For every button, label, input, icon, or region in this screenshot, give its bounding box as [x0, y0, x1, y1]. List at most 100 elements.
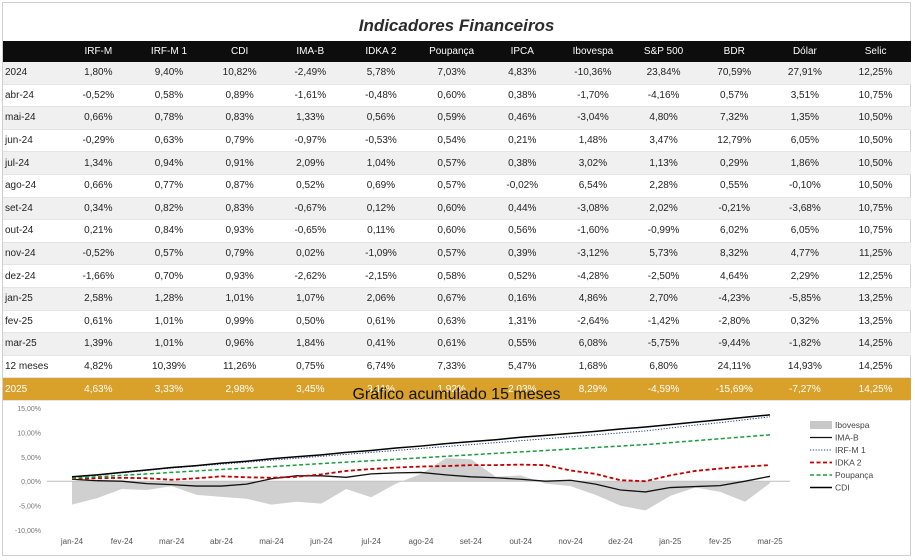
legend-swatch — [810, 421, 832, 429]
table-cell: 1,84% — [274, 332, 346, 356]
column-header: IDKA 2 — [345, 41, 417, 62]
indicators-table: IRF-M IRF-M 1 CDI IMA-B IDKA 2 Poupança IPCA Ib… — [3, 41, 911, 401]
table-row: 2024 1,80% 9,40% 10,82% -2,49% 5,78% 7,03% 4,83… — [3, 62, 911, 85]
table-cell: 0,60% — [416, 219, 487, 243]
table-cell: 10,39% — [133, 355, 205, 379]
table-cell: 0,56% — [486, 219, 558, 243]
table-cell: 0,83% — [204, 197, 275, 221]
table-cell: 4,63% — [63, 377, 134, 401]
table-cell: 3,02% — [557, 151, 629, 175]
table-cell: 0,70% — [133, 264, 205, 288]
table-cell: -7,27% — [769, 377, 841, 401]
table-row: ago-24 0,66% 0,77% 0,87% 0,52% 0,69% 0,57% -0,0… — [3, 174, 911, 198]
row-label: 2024 — [3, 62, 63, 85]
column-header: IMA-B — [274, 41, 346, 62]
x-tick-label: jan-25 — [658, 537, 682, 546]
table-cell: 1,28% — [133, 287, 205, 311]
table-cell: 11,26% — [204, 355, 275, 379]
x-tick-label: jun-24 — [309, 537, 333, 546]
table-cell: 0,11% — [345, 219, 417, 243]
table-cell: -9,44% — [698, 332, 770, 356]
table-row: mai-24 0,66% 0,78% 0,83% 1,33% 0,56% 0,59% 0,46… — [3, 106, 911, 130]
table-cell: -2,62% — [274, 264, 346, 288]
table-cell: 0,58% — [133, 84, 205, 108]
x-tick-label: ago-24 — [409, 537, 434, 546]
x-tick-label: fev-25 — [709, 537, 732, 546]
legend-label: IMA-B — [835, 433, 859, 443]
table-cell: -4,23% — [698, 287, 770, 311]
x-tick-label: fev-24 — [111, 537, 134, 546]
row-label: mai-24 — [3, 106, 63, 130]
table-cell: 6,05% — [769, 129, 841, 153]
column-header: Selic — [840, 41, 911, 62]
table-cell: -1,42% — [628, 310, 699, 334]
table-cell: -0,10% — [769, 174, 841, 198]
table-cell: 0,59% — [416, 106, 487, 130]
table-cell: -3,04% — [557, 106, 629, 130]
table-cell: 2,29% — [769, 264, 841, 288]
table-row: 12 meses 4,82% 10,39% 11,26% 0,75% 6,74% 7,33%… — [3, 355, 911, 379]
table-cell: -2,49% — [274, 62, 346, 85]
column-header: IPCA — [486, 41, 558, 62]
table-row: out-24 0,21% 0,84% 0,93% -0,65% 0,11% 0,60% 0,5… — [3, 219, 911, 243]
table-cell: 1,33% — [274, 106, 346, 130]
x-tick-label: set-24 — [460, 537, 483, 546]
table-cell: 0,67% — [416, 287, 487, 311]
table-cell: -3,08% — [557, 197, 629, 221]
table-cell: -0,02% — [486, 174, 558, 198]
table-cell: 0,75% — [274, 355, 346, 379]
table-cell: 1,48% — [557, 129, 629, 153]
row-label: fev-25 — [3, 310, 63, 334]
table-cell: 0,63% — [416, 310, 487, 334]
table-cell: 10,82% — [204, 62, 275, 85]
table-cell: -1,60% — [557, 219, 629, 243]
column-header: BDR — [698, 41, 770, 62]
table-cell: 3,47% — [628, 129, 699, 153]
table-cell: 8,29% — [557, 377, 629, 401]
table-cell: 0,38% — [486, 151, 558, 175]
table-cell: 0,44% — [486, 197, 558, 221]
y-tick-label: 10,00% — [17, 430, 41, 437]
table-cell: 2,06% — [345, 287, 417, 311]
x-tick-label: jul-24 — [360, 537, 381, 546]
table-cell: 0,78% — [133, 106, 205, 130]
table-cell: 0,46% — [486, 106, 558, 130]
table-cell: 0,66% — [63, 106, 134, 130]
table-cell: 0,99% — [204, 310, 275, 334]
x-tick-label: mai-24 — [259, 537, 284, 546]
column-header: IRF-M — [63, 41, 134, 62]
table-cell: 1,86% — [769, 151, 841, 175]
table-cell: 27,91% — [769, 62, 841, 85]
table-cell: 0,77% — [133, 174, 205, 198]
table-cell: 6,08% — [557, 332, 629, 356]
table-cell: 10,75% — [840, 197, 911, 221]
table-row: jan-25 2,58% 1,28% 1,01% 1,07% 2,06% 0,67% 0,16… — [3, 287, 911, 311]
column-header: IRF-M 1 — [133, 41, 205, 62]
column-header — [3, 41, 63, 62]
table-cell: 2,28% — [628, 174, 699, 198]
table-cell: 14,25% — [840, 355, 911, 379]
table-cell: 6,74% — [345, 355, 417, 379]
y-tick-label: -10,00% — [15, 528, 41, 535]
table-cell: 1,39% — [63, 332, 134, 356]
table-cell: 12,79% — [698, 129, 770, 153]
table-cell: -2,64% — [557, 310, 629, 334]
column-header: CDI — [204, 41, 275, 62]
table-cell: 2,03% — [486, 377, 558, 401]
table-cell: 0,12% — [345, 197, 417, 221]
table-cell: 7,32% — [698, 106, 770, 130]
chart-title: Gráfico acumulado 15 meses — [352, 386, 561, 403]
table-cell: 0,50% — [274, 310, 346, 334]
table-cell: 5,47% — [486, 355, 558, 379]
table-cell: 0,94% — [133, 151, 205, 175]
table-cell: 0,55% — [698, 174, 770, 198]
row-label: jul-24 — [3, 151, 63, 175]
table-cell: 1,35% — [769, 106, 841, 130]
table-cell: 1,13% — [628, 151, 699, 175]
table-cell: 10,75% — [840, 84, 911, 108]
table-cell: 0,56% — [345, 106, 417, 130]
table-cell: 0,39% — [486, 242, 558, 266]
table-row: dez-24 -1,66% 0,70% 0,93% -2,62% -2,15% 0,58% 0… — [3, 264, 911, 288]
table-cell: -2,80% — [698, 310, 770, 334]
table-cell: -1,70% — [557, 84, 629, 108]
